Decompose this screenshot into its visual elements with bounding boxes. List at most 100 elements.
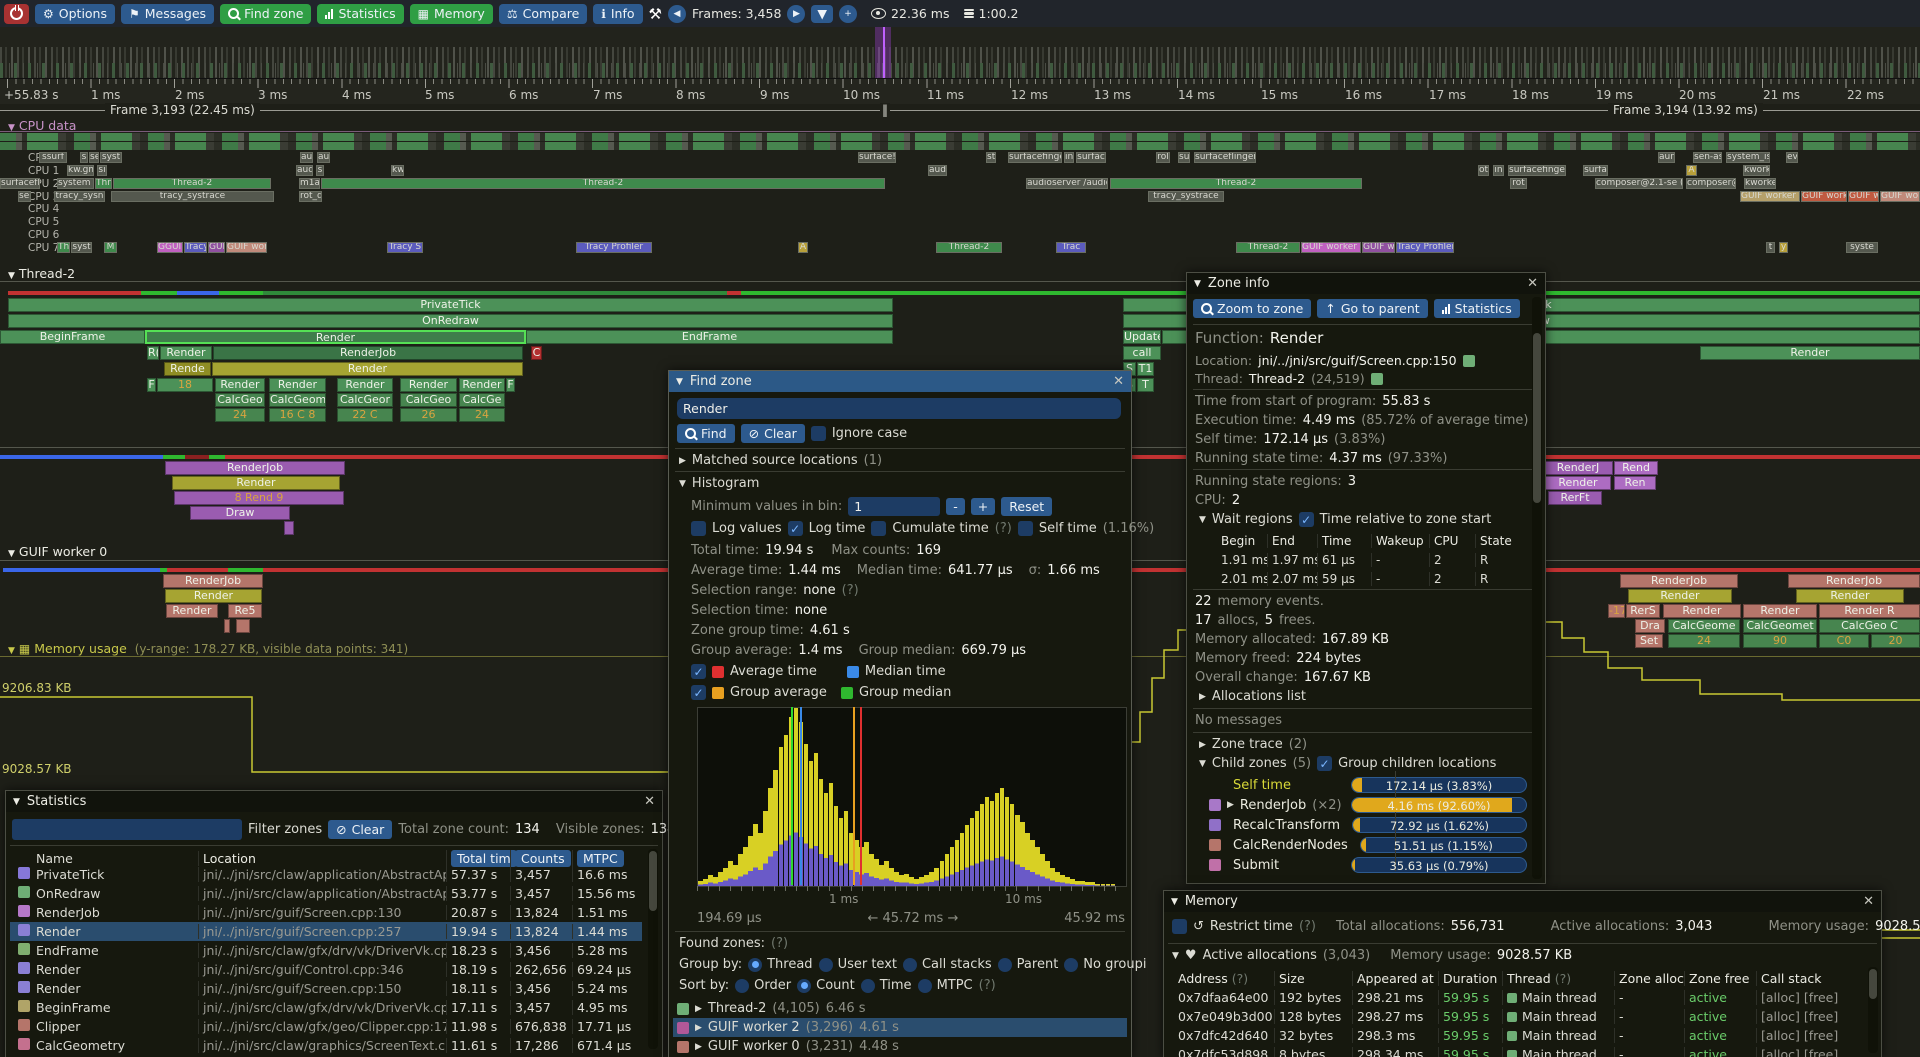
- group-by-radio[interactable]: User text: [818, 957, 897, 972]
- cpu-zone[interactable]: Trac: [1056, 242, 1086, 253]
- timeline-zone[interactable]: Render: [1545, 476, 1611, 490]
- timeline-zone[interactable]: R(: [147, 346, 159, 360]
- pause-button[interactable]: ▼: [811, 4, 834, 23]
- cpu-zone[interactable]: GUIF work: [1801, 191, 1847, 202]
- close-icon[interactable]: ✕: [644, 794, 655, 809]
- cpu-zone[interactable]: rol: [1156, 152, 1170, 163]
- close-icon[interactable]: ✕: [1113, 374, 1124, 389]
- cpu-zone[interactable]: syste: [1846, 242, 1878, 253]
- cpu-zone[interactable]: Tracy: [184, 242, 207, 253]
- timeline-zone[interactable]: 24: [215, 408, 265, 422]
- cpu-zone[interactable]: kw.gm: [67, 165, 94, 176]
- timeline-zone[interactable]: CalcGe: [459, 393, 505, 407]
- timeline-zone[interactable]: -17: [1608, 604, 1625, 618]
- timeline-zone[interactable]: Render: [160, 346, 212, 360]
- guif-worker0-header[interactable]: ▼ GUIF worker 0: [8, 544, 108, 559]
- options-button[interactable]: ⚙ Options: [35, 3, 115, 24]
- find-zone-search-input[interactable]: [677, 398, 1121, 419]
- frame-label-left[interactable]: Frame 3,193 (22.45 ms): [105, 103, 260, 117]
- cpu-zone[interactable]: s: [80, 152, 88, 163]
- cpu-zone[interactable]: t: [1766, 242, 1775, 253]
- go-to-parent-button[interactable]: ↑ Go to parent: [1317, 299, 1428, 318]
- cpu-zone[interactable]: Thread-2: [1236, 242, 1300, 253]
- timeline-zone[interactable]: Render: [166, 604, 218, 618]
- timeline-zone[interactable]: Render: [1796, 589, 1904, 603]
- cpu-zone[interactable]: M: [104, 242, 117, 253]
- statistics-titlebar[interactable]: ▼ Statistics ✕: [6, 791, 662, 812]
- time-relative-checkbox[interactable]: ✓: [1298, 512, 1314, 527]
- group-by-radio[interactable]: Thread: [748, 957, 813, 972]
- cpu-zone[interactable]: surface!: [858, 152, 896, 163]
- timeline-zone[interactable]: [224, 619, 230, 633]
- timeline-zone[interactable]: Render: [215, 378, 265, 392]
- cumulate-time-checkbox[interactable]: [871, 521, 887, 536]
- histogram-section-header[interactable]: ▼ Histogram: [679, 476, 760, 491]
- allocation-row[interactable]: 0x7e049b3d00 128 bytes 298.27 ms 59.95 s…: [1174, 1009, 1851, 1024]
- timeline-zone[interactable]: CalcGeor: [337, 393, 393, 407]
- cpu-zone[interactable]: GUIF wor: [226, 242, 267, 253]
- statistics-row[interactable]: BeginFrame jni/../jni/src/claw/gfx/drv/v…: [10, 998, 642, 1017]
- timeline-zone[interactable]: Render: [1628, 589, 1732, 603]
- child-zone-row[interactable]: Self time 172.14 µs (3.83%): [1209, 776, 1527, 794]
- zone-info-titlebar[interactable]: ▼ Zone info ✕: [1187, 273, 1545, 294]
- cpu-zone[interactable]: rot: [1510, 178, 1527, 189]
- statistics-scrollbar[interactable]: [648, 849, 658, 1049]
- average-time-checkbox[interactable]: ✓: [691, 664, 706, 679]
- timeline-zone[interactable]: RenderJob: [163, 574, 263, 588]
- timeline-zone[interactable]: Rende: [164, 362, 211, 376]
- timeline-zone[interactable]: Set: [1635, 634, 1663, 648]
- timeline-zone[interactable]: RerS: [1626, 604, 1660, 618]
- expand-icon[interactable]: ▶: [695, 1041, 702, 1052]
- timeline-zone[interactable]: Rend: [1614, 461, 1658, 475]
- timeline-zone[interactable]: Update: [1123, 330, 1161, 344]
- timeline-zone[interactable]: 22 C: [337, 408, 393, 422]
- cpu-zone[interactable]: ssurf: [39, 152, 67, 163]
- cpu-zone[interactable]: Thread-2: [113, 178, 271, 189]
- group-average-checkbox[interactable]: ✓: [691, 685, 706, 700]
- child-zone-row[interactable]: Submit 35.63 µs (0.79%): [1209, 856, 1527, 874]
- log-values-checkbox[interactable]: [691, 521, 706, 536]
- bin-reset-button[interactable]: Reset: [1001, 497, 1053, 516]
- cpu-zone[interactable]: kworke: [1744, 178, 1776, 189]
- frames-row[interactable]: Frame 3,193 (22.45 ms) ‖ Frame 3,194 (13…: [0, 103, 1920, 118]
- cpu-zone[interactable]: GUIF worker 0: [1740, 191, 1800, 202]
- cpu-zone[interactable]: Thre: [95, 178, 112, 189]
- cpu-zone[interactable]: m1a: [299, 178, 320, 189]
- cpu-zone[interactable]: syst: [71, 242, 92, 253]
- timeline-zone[interactable]: RerFt: [1548, 491, 1602, 505]
- min-bin-input[interactable]: [848, 497, 941, 516]
- cpu-zone[interactable]: kw: [391, 165, 404, 176]
- cpu-zone[interactable]: sen-as: [1693, 152, 1722, 163]
- allocation-row[interactable]: 0x7dfaa64e00 192 bytes 298.21 ms 59.95 s…: [1174, 990, 1851, 1005]
- timeline-zone[interactable]: PrivateTick: [8, 298, 893, 312]
- cpu-zone[interactable]: tracy_sysn: [54, 191, 105, 202]
- timeline-zone[interactable]: RenderJ: [1543, 461, 1613, 475]
- cpu-zone[interactable]: Th: [57, 242, 70, 253]
- timeline-zone[interactable]: [284, 521, 294, 535]
- timeline-zone[interactable]: CalcGeo: [215, 393, 265, 407]
- timeline-zone[interactable]: CalcGeo C: [1819, 619, 1920, 633]
- timeline-zone[interactable]: EndFrame: [526, 330, 893, 344]
- cpu-zone[interactable]: surfacefl: [0, 178, 40, 189]
- timeline-zone[interactable]: T1: [1137, 362, 1154, 376]
- cpu-zone[interactable]: GUIF w: [1362, 242, 1395, 253]
- clear-button[interactable]: ⊘ Clear: [740, 424, 805, 443]
- statistics-row[interactable]: Render jni/../jni/src/guif/Control.cpp:3…: [10, 960, 642, 979]
- cpu-zone[interactable]: se!: [18, 191, 31, 202]
- time-ruler[interactable]: +55.83 s 1 ms 2 ms 3 ms 4 ms 5 ms 6 ms 7…: [0, 78, 1920, 104]
- cpu-zone[interactable]: GUIF w: [1848, 191, 1879, 202]
- cpu-zone[interactable]: Tracy S: [387, 242, 423, 253]
- memory-button[interactable]: ▦ Memory: [409, 3, 493, 24]
- timeline-zone[interactable]: RenderJob: [213, 346, 523, 360]
- cpu-zone[interactable]: s: [316, 165, 324, 176]
- cpu-zone[interactable]: st: [986, 152, 996, 163]
- cpu-zone[interactable]: surfa: [1583, 165, 1608, 176]
- timeline-zone[interactable]: CalcGeome: [1668, 619, 1740, 633]
- log-time-checkbox[interactable]: ✓: [787, 521, 803, 536]
- timeline-zone[interactable]: F: [506, 378, 515, 392]
- cpu-zone[interactable]: in: [1493, 165, 1504, 176]
- cpu-zone[interactable]: rot_d: [299, 191, 322, 202]
- timeline-zone[interactable]: Render: [212, 362, 523, 376]
- timeline-zone[interactable]: 16 C 8: [269, 408, 326, 422]
- group-by-radio[interactable]: Call stacks: [902, 957, 992, 972]
